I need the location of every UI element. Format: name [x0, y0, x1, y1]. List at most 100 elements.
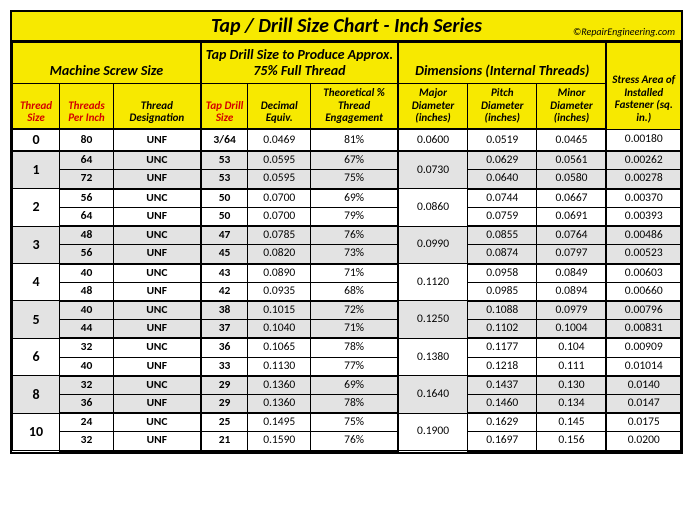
- cell-major-dia: 0.0730: [398, 151, 467, 188]
- cell-drill: 3/64: [201, 129, 248, 151]
- cell-drill: 33: [201, 357, 248, 376]
- col-minor-dia: Minor Diameter (inches): [537, 84, 606, 129]
- cell-major-dia: 0.1250: [398, 301, 467, 338]
- cell-thread-size: 0: [13, 129, 60, 151]
- cell-pitch-dia: 0.0855: [468, 226, 537, 245]
- col-major-dia: Major Diameter (inches): [398, 84, 467, 129]
- cell-tpi: 32: [60, 432, 114, 451]
- cell-tpi: 72: [60, 170, 114, 189]
- cell-engagement: 73%: [311, 245, 398, 264]
- cell-tpi: 40: [60, 357, 114, 376]
- table-row: 64UNF500.070079%0.07590.06910.00393: [13, 207, 681, 226]
- table-row: 1024UNC250.149575%0.19000.16290.1450.017…: [13, 413, 681, 432]
- cell-minor-dia: 0.0667: [537, 189, 606, 208]
- table-row: 48UNF420.093568%0.09850.08940.00660: [13, 282, 681, 301]
- cell-decimal: 0.1360: [248, 395, 311, 414]
- cell-major-dia: 0.0860: [398, 189, 467, 226]
- cell-minor-dia: 0.130: [537, 376, 606, 395]
- cell-drill: 47: [201, 226, 248, 245]
- cell-decimal: 0.0469: [248, 129, 311, 151]
- cell-minor-dia: 0.156: [537, 432, 606, 451]
- cell-engagement: 76%: [311, 432, 398, 451]
- cell-minor-dia: 0.104: [537, 338, 606, 357]
- cell-minor-dia: 0.134: [537, 395, 606, 414]
- cell-drill: 37: [201, 320, 248, 339]
- cell-stress-area: 0.00393: [606, 207, 680, 226]
- cell-thread-desig: UNC: [113, 301, 200, 320]
- cell-drill: 21: [201, 432, 248, 451]
- cell-decimal: 0.0935: [248, 282, 311, 301]
- col-engagement: Theoretical % Thread Engagement: [311, 84, 398, 129]
- cell-thread-size: 8: [13, 376, 60, 413]
- col-thread-size: Thread Size: [13, 84, 60, 129]
- cell-pitch-dia: 0.0744: [468, 189, 537, 208]
- table-row: 256UNC500.070069%0.08600.07440.06670.003…: [13, 189, 681, 208]
- col-thread-desig: Thread Designation: [113, 84, 200, 129]
- cell-thread-desig: UNF: [113, 245, 200, 264]
- cell-engagement: 71%: [311, 264, 398, 283]
- cell-drill: 50: [201, 189, 248, 208]
- cell-stress-area: 0.00262: [606, 151, 680, 170]
- cell-pitch-dia: 0.1629: [468, 413, 537, 432]
- cell-pitch-dia: 0.1437: [468, 376, 537, 395]
- cell-stress-area: 0.01014: [606, 357, 680, 376]
- group-header-tap-drill: Tap Drill Size to Produce Approx. 75% Fu…: [201, 43, 398, 84]
- col-tpi: Threads Per Inch: [60, 84, 114, 129]
- cell-drill: 43: [201, 264, 248, 283]
- table-row: 080UNF3/640.046981%0.06000.05190.04650.0…: [13, 129, 681, 151]
- cell-decimal: 0.0890: [248, 264, 311, 283]
- cell-pitch-dia: 0.0629: [468, 151, 537, 170]
- table-row: 32UNF210.159076%0.16970.1560.0200: [13, 432, 681, 451]
- table-row: 440UNC430.089071%0.11200.09580.08490.006…: [13, 264, 681, 283]
- cell-tpi: 24: [60, 413, 114, 432]
- cell-engagement: 81%: [311, 129, 398, 151]
- group-header-dimensions: Dimensions (Internal Threads): [398, 43, 606, 84]
- cell-pitch-dia: 0.0958: [468, 264, 537, 283]
- cell-decimal: 0.0700: [248, 207, 311, 226]
- table-row: 72UNF530.059575%0.06400.05800.00278: [13, 170, 681, 189]
- cell-engagement: 69%: [311, 189, 398, 208]
- cell-tpi: 56: [60, 189, 114, 208]
- cell-pitch-dia: 0.1088: [468, 301, 537, 320]
- cell-decimal: 0.1015: [248, 301, 311, 320]
- cell-pitch-dia: 0.0759: [468, 207, 537, 226]
- cell-decimal: 0.1360: [248, 376, 311, 395]
- cell-tpi: 40: [60, 301, 114, 320]
- cell-stress-area: 0.0140: [606, 376, 680, 395]
- cell-thread-size: 6: [13, 338, 60, 375]
- cell-engagement: 75%: [311, 170, 398, 189]
- cell-major-dia: 0.1380: [398, 338, 467, 375]
- cell-decimal: 0.1590: [248, 432, 311, 451]
- cell-pitch-dia: 0.1218: [468, 357, 537, 376]
- cell-stress-area: 0.00831: [606, 320, 680, 339]
- cell-tpi: 56: [60, 245, 114, 264]
- copyright-text: ©RepairEngineering.com: [573, 25, 675, 38]
- tap-drill-chart: Tap / Drill Size Chart - Inch Series ©Re…: [10, 10, 683, 454]
- cell-stress-area: 0.00909: [606, 338, 680, 357]
- cell-stress-area: 0.00523: [606, 245, 680, 264]
- cell-pitch-dia: 0.0985: [468, 282, 537, 301]
- cell-thread-size: 4: [13, 264, 60, 301]
- cell-tpi: 64: [60, 151, 114, 170]
- table-row: 56UNF450.082073%0.08740.07970.00523: [13, 245, 681, 264]
- cell-engagement: 78%: [311, 395, 398, 414]
- cell-decimal: 0.0595: [248, 151, 311, 170]
- cell-tpi: 40: [60, 264, 114, 283]
- group-header-row: Machine Screw Size Tap Drill Size to Pro…: [13, 43, 681, 84]
- cell-thread-size: 2: [13, 189, 60, 226]
- cell-minor-dia: 0.145: [537, 413, 606, 432]
- cell-tpi: 36: [60, 395, 114, 414]
- cell-decimal: 0.1495: [248, 413, 311, 432]
- cell-engagement: 77%: [311, 357, 398, 376]
- cell-stress-area: 0.0175: [606, 413, 680, 432]
- cell-minor-dia: 0.0465: [537, 129, 606, 151]
- cell-minor-dia: 0.0561: [537, 151, 606, 170]
- table-row: 832UNC290.136069%0.16400.14370.1300.0140: [13, 376, 681, 395]
- cell-pitch-dia: 0.1177: [468, 338, 537, 357]
- cell-minor-dia: 0.0849: [537, 264, 606, 283]
- cell-minor-dia: 0.0691: [537, 207, 606, 226]
- table-row: 164UNC530.059567%0.07300.06290.05610.002…: [13, 151, 681, 170]
- cell-thread-desig: UNF: [113, 207, 200, 226]
- cell-decimal: 0.1040: [248, 320, 311, 339]
- cell-drill: 29: [201, 376, 248, 395]
